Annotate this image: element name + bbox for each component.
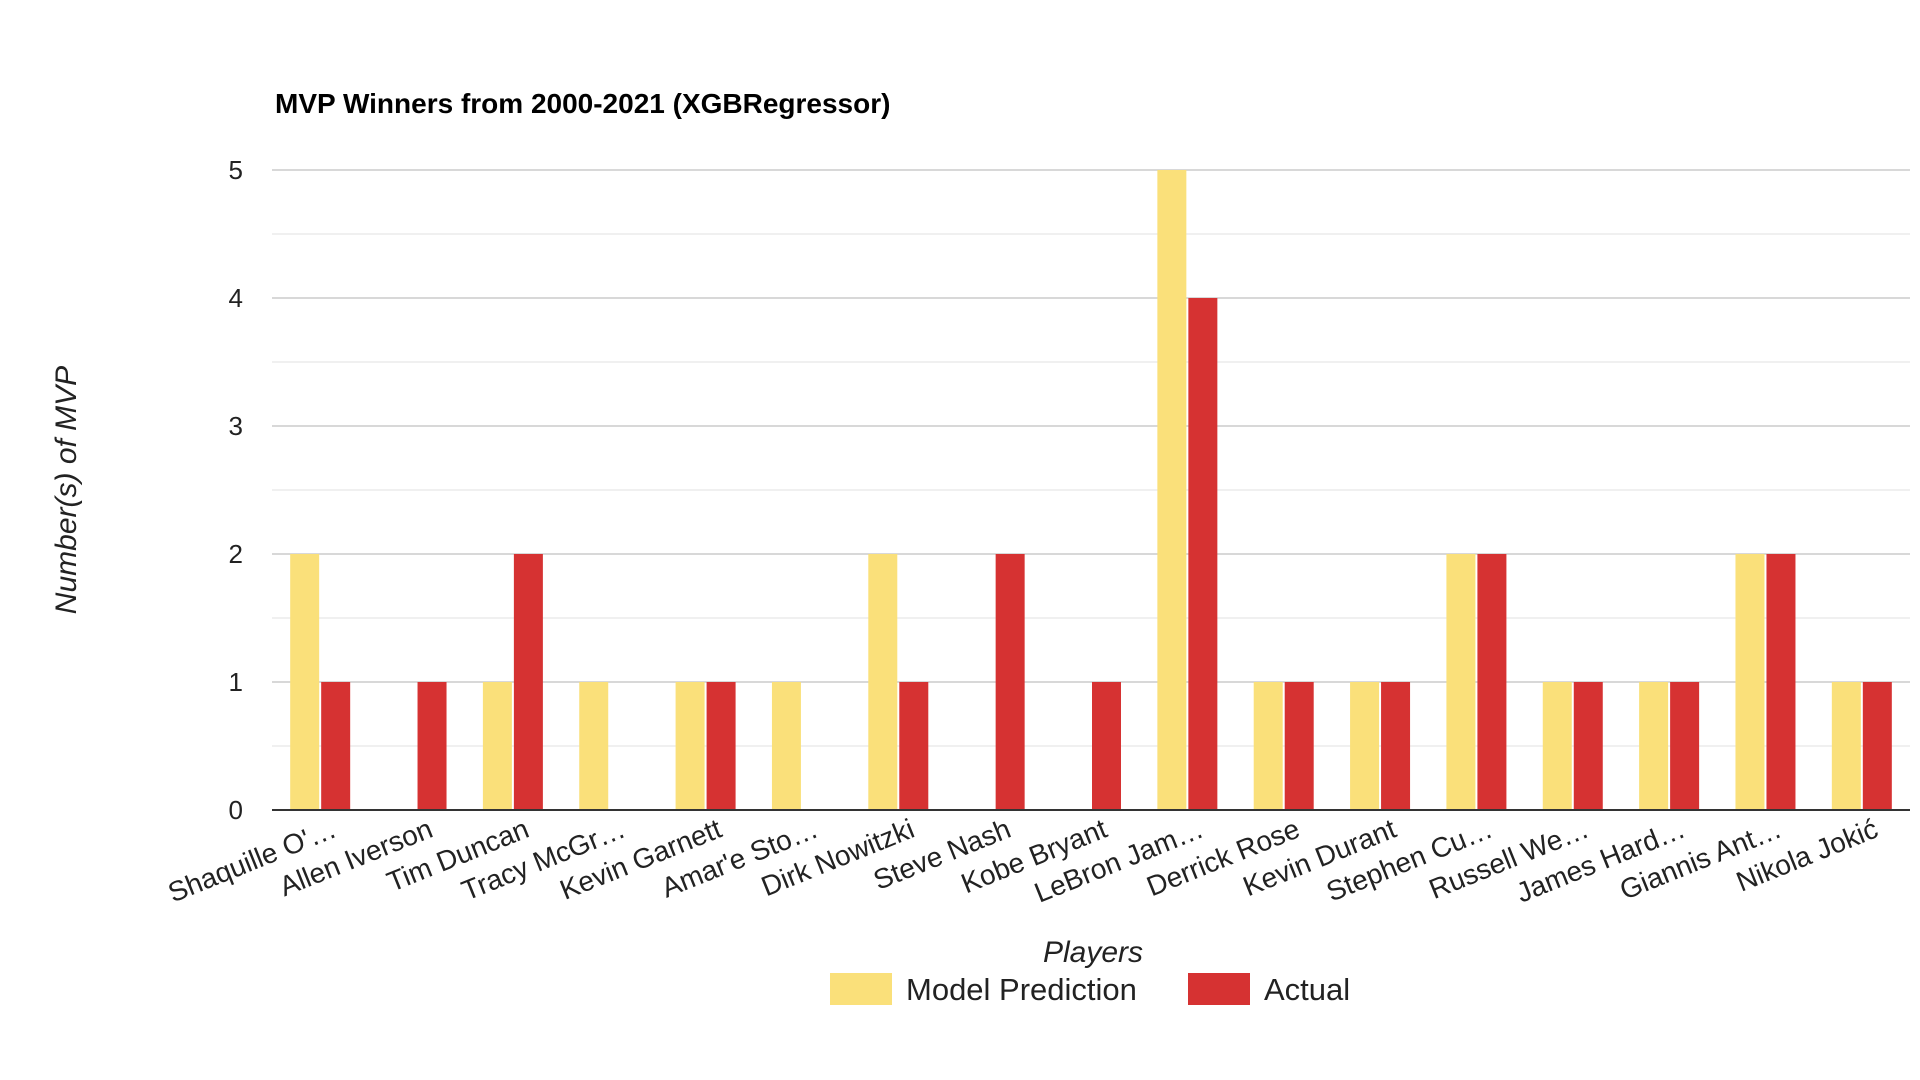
y-axis-title: Number(s) of MVP — [50, 366, 83, 614]
bar-actual — [899, 682, 929, 810]
bar-model-prediction — [771, 682, 801, 810]
x-axis-title: Players — [1043, 936, 1143, 969]
y-tick-label: 5 — [229, 155, 243, 185]
bars — [290, 170, 1892, 810]
bar-actual — [1477, 554, 1507, 810]
bar-actual — [1862, 682, 1892, 810]
bar-actual — [1766, 554, 1796, 810]
bar-actual — [1188, 298, 1218, 810]
bar-actual — [417, 682, 447, 810]
legend-swatch — [830, 973, 892, 1005]
bar-actual — [321, 682, 351, 810]
bar-model-prediction — [1542, 682, 1572, 810]
bar-actual — [513, 554, 543, 810]
bar-actual — [1284, 682, 1314, 810]
bar-model-prediction — [579, 682, 609, 810]
bar-model-prediction — [1446, 554, 1476, 810]
y-tick-label: 2 — [229, 539, 243, 569]
bar-model-prediction — [1639, 682, 1669, 810]
bar-model-prediction — [290, 554, 320, 810]
legend-label: Model Prediction — [906, 972, 1137, 1007]
y-tick-label: 1 — [229, 667, 243, 697]
bar-model-prediction — [1253, 682, 1283, 810]
bar-model-prediction — [1350, 682, 1380, 810]
bar-model-prediction — [1831, 682, 1861, 810]
bar-model-prediction — [482, 682, 512, 810]
gridlines — [272, 169, 1910, 747]
bar-actual — [995, 554, 1025, 810]
legend-swatch — [1188, 973, 1250, 1005]
chart-title: MVP Winners from 2000-2021 (XGBRegressor… — [275, 88, 890, 119]
bar-actual — [706, 682, 736, 810]
y-tick-label: 0 — [229, 795, 243, 825]
bar-actual — [1092, 682, 1121, 810]
bar-actual — [1670, 682, 1700, 810]
bar-model-prediction — [868, 554, 898, 810]
bar-model-prediction — [675, 682, 705, 810]
bar-actual — [1573, 682, 1603, 810]
bar-actual — [1381, 682, 1411, 810]
legend-label: Actual — [1264, 972, 1350, 1007]
bar-model-prediction — [1157, 170, 1187, 810]
legend: Model Prediction Actual — [830, 972, 1350, 1007]
y-tick-label: 4 — [229, 283, 243, 313]
y-tick-label: 3 — [229, 411, 243, 441]
y-axis-ticks: 0 1 2 3 4 5 — [229, 155, 243, 825]
bar-model-prediction — [1735, 554, 1765, 810]
